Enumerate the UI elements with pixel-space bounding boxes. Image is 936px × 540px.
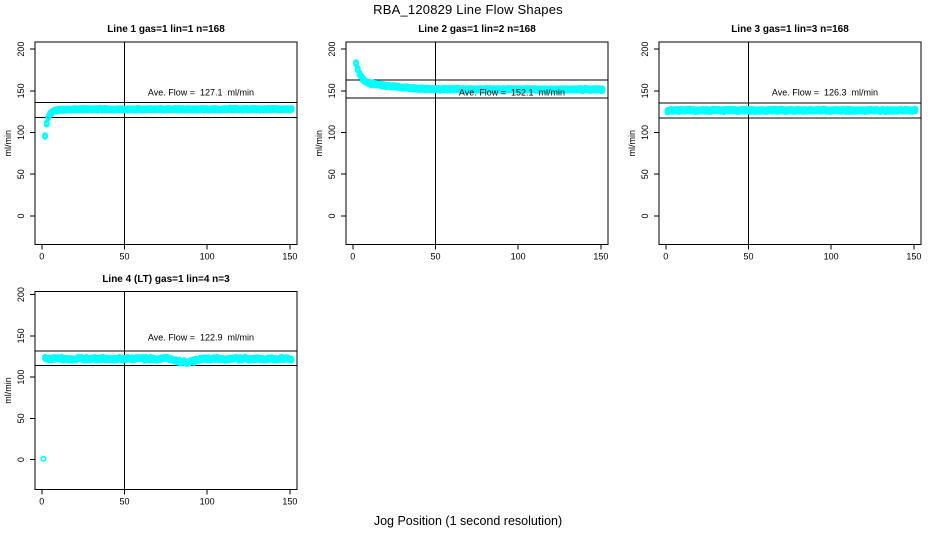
plot-box bbox=[34, 41, 298, 245]
x-tick-label: 150 bbox=[282, 252, 297, 262]
y-tick-label: 0 bbox=[16, 457, 26, 462]
panel-line-4-canvas: Line 4 (LT) gas=1 lin=4 n=3 0 50 100 150 0 50 1… bbox=[3, 274, 298, 506]
y-tick-label: 50 bbox=[640, 169, 650, 179]
x-tick-label: 150 bbox=[282, 496, 297, 506]
y-tick-label: 200 bbox=[327, 42, 337, 57]
y-tick-label: 200 bbox=[16, 42, 26, 57]
y-axis-label: ml/min bbox=[3, 130, 13, 157]
data-points bbox=[664, 105, 919, 116]
plot-box bbox=[345, 41, 609, 245]
panel-title: Line 2 gas=1 lin=2 n=168 bbox=[418, 24, 536, 35]
y-tick-label: 100 bbox=[16, 370, 26, 385]
y-tick-label: 200 bbox=[16, 287, 26, 302]
panel-title: Line 3 gas=1 lin=3 n=168 bbox=[731, 24, 849, 35]
y-tick-label: 50 bbox=[16, 413, 26, 423]
y-tick-label: 150 bbox=[16, 83, 26, 98]
x-tick-label: 50 bbox=[743, 252, 753, 262]
data-points bbox=[40, 353, 295, 462]
x-tick-label: 100 bbox=[200, 496, 215, 506]
panel-line-2-canvas: Line 2 gas=1 lin=2 n=168 0 50 100 150 0 50 100 1… bbox=[314, 24, 609, 262]
x-tick-label: 100 bbox=[824, 252, 839, 262]
figure-title: RBA_120829 Line Flow Shapes bbox=[373, 2, 563, 17]
x-tick-label: 50 bbox=[119, 252, 129, 262]
y-tick-label: 50 bbox=[16, 169, 26, 179]
panel-title: Line 4 (LT) gas=1 lin=4 n=3 bbox=[102, 274, 230, 285]
x-tick-label: 0 bbox=[39, 252, 44, 262]
x-tick-label: 0 bbox=[39, 496, 44, 506]
ave-flow-label: Ave. Flow = 122.9 ml/min bbox=[148, 332, 254, 342]
x-tick-label: 50 bbox=[430, 252, 440, 262]
y-tick-label: 50 bbox=[327, 169, 337, 179]
y-tick-label: 0 bbox=[640, 213, 650, 218]
x-tick-label: 150 bbox=[906, 252, 921, 262]
x-tick-label: 100 bbox=[200, 252, 215, 262]
panel-line-3-canvas: Line 3 gas=1 lin=3 n=168 0 50 100 150 0 50 100 1… bbox=[627, 24, 922, 262]
panel-line-1-canvas: Line 1 gas=1 lin=1 n=168 0 50 100 150 0 50 100 1… bbox=[3, 24, 298, 262]
ave-flow-label: Ave. Flow = 127.1 ml/min bbox=[148, 87, 254, 97]
y-tick-label: 0 bbox=[16, 213, 26, 218]
y-axis-label: ml/min bbox=[314, 130, 324, 157]
y-tick-label: 100 bbox=[16, 125, 26, 140]
data-points bbox=[353, 59, 606, 95]
x-tick-label: 0 bbox=[350, 252, 355, 262]
y-tick-label: 100 bbox=[640, 125, 650, 140]
x-tick-label: 0 bbox=[663, 252, 668, 262]
y-tick-label: 150 bbox=[16, 328, 26, 343]
panel-title: Line 1 gas=1 lin=1 n=168 bbox=[107, 24, 225, 35]
y-tick-label: 0 bbox=[327, 213, 337, 218]
y-axis-label: ml/min bbox=[3, 377, 13, 404]
plot-box bbox=[658, 41, 922, 245]
x-tick-label: 100 bbox=[511, 252, 526, 262]
ave-flow-label: Ave. Flow = 152.1 ml/min bbox=[459, 87, 565, 97]
y-tick-label: 150 bbox=[640, 83, 650, 98]
outlier-point bbox=[40, 455, 47, 462]
plot-box bbox=[34, 291, 298, 490]
y-tick-label: 200 bbox=[640, 42, 650, 57]
figure-xlabel: Jog Position (1 second resolution) bbox=[373, 514, 563, 528]
x-tick-label: 150 bbox=[593, 252, 608, 262]
ave-flow-label: Ave. Flow = 126.3 ml/min bbox=[772, 87, 878, 97]
y-tick-label: 100 bbox=[327, 125, 337, 140]
y-tick-label: 150 bbox=[327, 83, 337, 98]
x-tick-label: 50 bbox=[119, 496, 129, 506]
data-points bbox=[42, 104, 295, 140]
y-axis-label: ml/min bbox=[627, 130, 637, 157]
